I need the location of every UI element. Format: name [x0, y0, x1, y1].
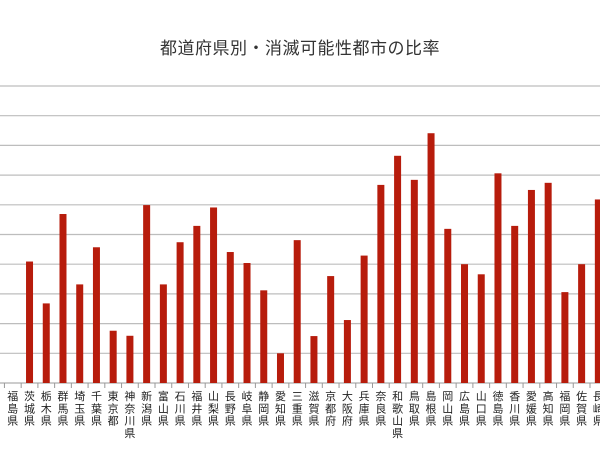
x-tick-label: 徳島県	[492, 390, 503, 428]
bar-群馬県	[59, 214, 67, 383]
x-tick-label: 兵庫県	[359, 390, 370, 428]
x-tick-label: 福岡県	[559, 389, 570, 428]
bar-京都府	[327, 276, 335, 383]
bar-千葉県	[92, 247, 100, 383]
x-tick-label: 埼玉県	[74, 389, 85, 428]
bar-石川県	[176, 242, 184, 383]
bar-富山県	[159, 284, 167, 383]
bar-茨城県	[26, 261, 34, 383]
chart-title: 都道府県別・消滅可能性都市の比率	[160, 39, 440, 59]
bar-大阪府	[343, 320, 351, 383]
x-tick-label: 長崎県	[593, 390, 600, 428]
x-tick-label: 岐阜県	[242, 390, 253, 428]
bar-徳島県	[494, 173, 502, 383]
x-tick-label: 大阪府	[342, 389, 353, 428]
bar-香川県	[511, 225, 519, 383]
bar-佐賀県	[578, 264, 586, 383]
x-tick-label: 香川県	[509, 390, 520, 428]
x-tick-label: 奈良県	[375, 389, 386, 428]
bar-滋賀県	[310, 336, 318, 383]
x-tick-label: 和歌山県	[392, 390, 403, 440]
bar-埼玉県	[76, 284, 84, 383]
bar-長崎県	[594, 199, 600, 383]
bar-島根県	[427, 133, 435, 383]
x-tick-label: 高知県	[543, 389, 554, 428]
bar-神奈川県	[126, 335, 134, 383]
bar-福井県	[193, 225, 201, 383]
bar-山口県	[477, 274, 485, 383]
x-tick-label: 石川県	[175, 390, 186, 428]
bar-山梨県	[210, 207, 218, 383]
x-tick-label: 福井県	[191, 389, 202, 428]
bar-奈良県	[377, 184, 385, 383]
bar-兵庫県	[360, 255, 368, 383]
x-tick-label: 新潟県	[141, 389, 152, 428]
x-tick-label: 茨城県	[24, 389, 35, 428]
bar-愛媛県	[527, 189, 535, 383]
bar-静岡県	[260, 290, 268, 383]
bar-福岡県	[561, 292, 569, 383]
x-tick-label: 静岡県	[258, 389, 269, 428]
x-tick-label: 山口県	[476, 390, 487, 428]
x-tick-label: 愛媛県	[526, 390, 537, 428]
x-tick-label: 滋賀県	[308, 390, 319, 428]
x-tick-label: 京都府	[325, 389, 336, 428]
bar-三重県	[293, 240, 301, 383]
bar-広島県	[461, 264, 469, 383]
x-tick-label: 富山県	[158, 389, 169, 428]
x-tick-label: 山梨県	[208, 390, 219, 428]
bar-岐阜県	[243, 263, 251, 383]
x-tick-label: 長野県	[225, 390, 236, 428]
bar-長野県	[226, 252, 234, 383]
x-tick-label: 三重県	[292, 390, 303, 428]
bar-岡山県	[444, 228, 452, 383]
bar-東京都	[109, 330, 117, 383]
x-tick-label: 島根県	[426, 389, 437, 428]
x-tick-label: 栃木県	[41, 389, 52, 428]
x-tick-label: 岡山県	[442, 390, 453, 428]
x-tick-label: 群馬県	[57, 389, 68, 428]
x-tick-label: 千葉県	[91, 390, 102, 428]
x-tick-label: 愛知県	[275, 390, 286, 428]
x-tick-label: 鳥取県	[409, 389, 420, 428]
bar-高知県	[544, 182, 552, 383]
bar-栃木県	[42, 303, 50, 383]
x-tick-label: 神奈川県	[124, 389, 135, 440]
x-tick-label: 佐賀県	[576, 389, 587, 428]
x-tick-label: 東京都	[108, 390, 119, 428]
bar-和歌山県	[394, 155, 402, 383]
x-tick-label: 広島県	[459, 390, 470, 428]
bar-愛知県	[276, 353, 284, 383]
x-tick-label: 福島県	[7, 389, 18, 428]
bar-新潟県	[143, 205, 151, 383]
bar-鳥取県	[410, 179, 418, 383]
